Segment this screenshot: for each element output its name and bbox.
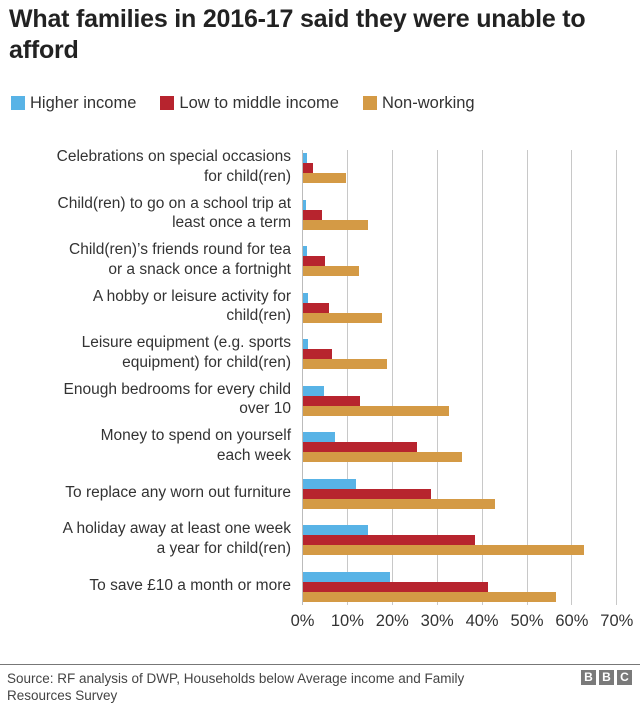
x-tick-label: 60% — [555, 612, 589, 630]
legend-swatch-icon — [11, 96, 25, 110]
gridline — [392, 150, 393, 605]
category-label-line: To replace any worn out furniture — [65, 483, 291, 501]
bar-low-to-middle-income — [303, 535, 475, 545]
legend-label: Non-working — [381, 93, 475, 112]
category-label-line: Money to spend on yourself — [100, 427, 291, 444]
x-tick-label: 10% — [330, 612, 364, 630]
legend-swatch-icon — [362, 96, 377, 110]
bar-higher-income — [303, 153, 307, 163]
category-label-line: Child(ren)’s friends round for tea — [69, 241, 291, 258]
bar-low-to-middle-income — [303, 442, 418, 452]
category-label-line: or a snack once a fortnight — [108, 260, 291, 278]
legend-swatch-icon — [160, 96, 175, 110]
category-label: A holiday away at least one week a year f… — [1, 519, 291, 558]
footer-divider — [0, 664, 640, 665]
legend-label: Low to middle income — [179, 93, 339, 112]
bar-non-working — [303, 219, 369, 230]
bbc-logo-block: B — [581, 670, 596, 685]
bar-non-working — [303, 266, 359, 276]
legend-item: Low to middle income — [160, 94, 339, 113]
legend-label: Higher income — [30, 93, 137, 112]
bar-low-to-middle-income — [303, 163, 314, 173]
bar-low-to-middle-income — [303, 302, 330, 313]
bar-higher-income — [303, 525, 369, 535]
bar-non-working — [303, 545, 584, 555]
bar-higher-income — [303, 246, 307, 256]
chart-title: What families in 2016-17 said they were … — [9, 5, 586, 64]
legend-item: Higher income — [11, 94, 136, 113]
gridline — [347, 150, 348, 605]
bar-chart-plot: 0% 10% 20% 30% 40% 50% 60% 70% Celebrations on s… — [1, 147, 634, 630]
x-tick-label: 20% — [375, 612, 409, 630]
bar-non-working — [303, 498, 496, 509]
category-label-line: Celebrations on special occasions — [56, 148, 291, 165]
bar-non-working — [303, 312, 382, 323]
category-label-line: Child(ren) to go on a school trip at — [57, 194, 291, 212]
category-label-line: A hobby or leisure activity for — [92, 287, 291, 305]
category-label: Child(ren)’s friends round for tea or a s… — [1, 240, 291, 279]
bar-low-to-middle-income — [303, 395, 361, 406]
category-label: Money to spend on yourself each week — [1, 426, 291, 465]
category-label: Celebrations on special occasions for chi… — [1, 147, 291, 186]
category-label: To save £10 a month or more — [1, 576, 291, 596]
category-label-line: equipment) for child(ren) — [122, 353, 291, 371]
bar-higher-income — [303, 292, 309, 303]
category-label-line: each week — [216, 446, 291, 464]
x-tick-label: 30% — [420, 612, 454, 630]
bar-higher-income — [303, 571, 390, 582]
bar-higher-income — [303, 478, 356, 489]
bar-non-working — [303, 405, 450, 416]
category-label: Child(ren) to go on a school trip at leas… — [1, 194, 291, 233]
category-label-line: for child(ren) — [204, 167, 291, 185]
bbc-logo: B B C — [581, 670, 632, 685]
source-note: Source: RF analysis of DWP, Households b… — [7, 671, 465, 703]
gridline — [437, 150, 438, 605]
bbc-logo-block: B — [599, 670, 614, 685]
bar-low-to-middle-income — [303, 581, 489, 592]
gridline — [482, 150, 483, 605]
bar-low-to-middle-income — [303, 256, 325, 266]
bar-higher-income — [303, 432, 335, 442]
category-label-line: over 10 — [239, 400, 291, 417]
bar-low-to-middle-income — [303, 349, 333, 359]
bar-non-working — [303, 591, 556, 602]
category-label: Leisure equipment (e.g. sports equipment)… — [1, 333, 291, 372]
gridline — [571, 150, 572, 605]
category-label: To replace any worn out furniture — [1, 483, 291, 503]
category-label-line: To save £10 a month or more — [89, 576, 291, 594]
bar-non-working — [303, 359, 387, 369]
x-tick-label: 0% — [290, 612, 315, 630]
bar-non-working — [303, 173, 347, 183]
x-tick-label: 50% — [510, 612, 544, 630]
category-label-line: Leisure equipment (e.g. sports — [81, 334, 291, 351]
chart-legend: Higher income Low to middle income Non-wor… — [11, 93, 499, 113]
category-label-line: a year for child(ren) — [156, 539, 291, 557]
category-label-line: Enough bedrooms for every child — [63, 380, 291, 398]
bar-non-working — [303, 452, 462, 462]
bbc-logo-block: C — [617, 670, 632, 685]
x-tick-label: 40% — [465, 612, 499, 630]
bar-low-to-middle-income — [303, 488, 431, 499]
bar-higher-income — [303, 199, 307, 210]
gridline — [527, 150, 528, 605]
x-tick-label: 70% — [600, 612, 634, 630]
bar-low-to-middle-income — [303, 209, 323, 220]
category-label: A hobby or leisure activity for child(ren… — [1, 287, 291, 326]
category-label-line: child(ren) — [226, 307, 291, 324]
gridline — [616, 150, 617, 605]
category-label-line: A holiday away at least one week — [62, 520, 291, 537]
bar-higher-income — [303, 385, 325, 396]
bar-higher-income — [303, 339, 309, 349]
category-label-line: least once a term — [172, 214, 291, 231]
category-label: Enough bedrooms for every child over 10 — [1, 380, 291, 419]
axis-baseline — [302, 150, 303, 605]
legend-item: Non-working — [362, 93, 475, 113]
